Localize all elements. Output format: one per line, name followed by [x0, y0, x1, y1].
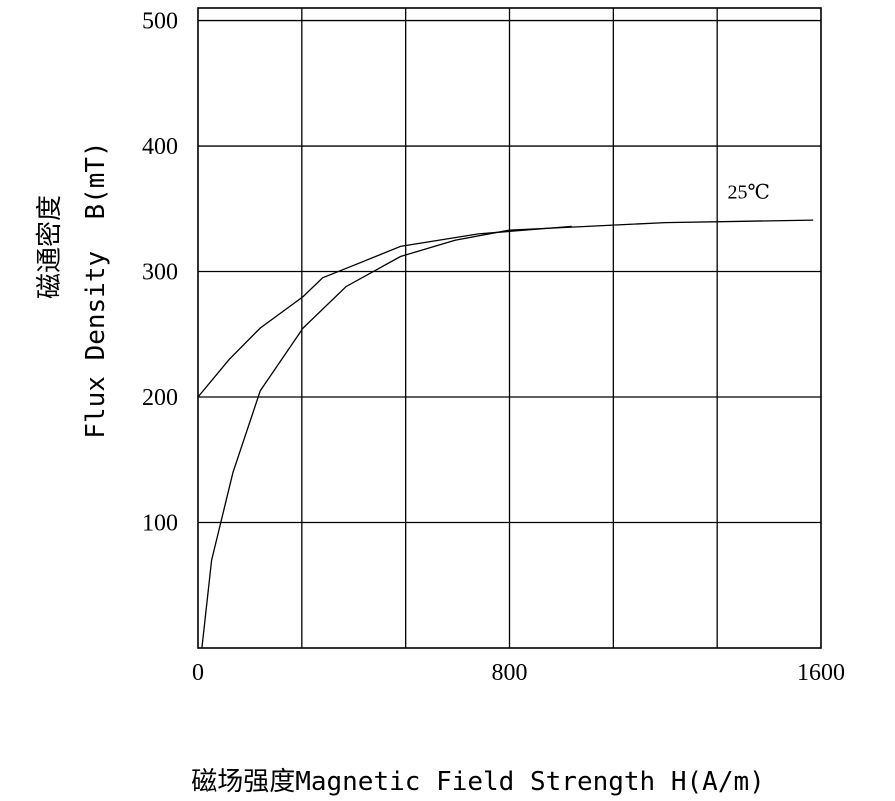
y-tick-label-300: 300 — [142, 260, 178, 286]
x-tick-labels: 0 800 1600 — [192, 660, 845, 686]
y-tick-labels: 100 200 300 400 500 — [142, 9, 178, 537]
y-tick-label-100: 100 — [142, 511, 178, 537]
series-lines — [197, 219, 814, 649]
grid-lines — [198, 8, 821, 648]
x-tick-label-1600: 1600 — [797, 660, 845, 686]
y-axis-title-group: Flux Density B(mT) — [81, 141, 111, 438]
plot-frame — [197, 7, 822, 649]
x-tick-label-800: 800 — [492, 660, 528, 686]
series-line-2 — [197, 225, 572, 398]
x-tick-label-0: 0 — [192, 660, 204, 686]
y-tick-label-200: 200 — [142, 385, 178, 411]
temperature-annotation: 25℃ — [728, 182, 770, 204]
y-tick-label-400: 400 — [142, 134, 178, 160]
y-axis-title-cn: 磁通密度 — [35, 195, 65, 299]
y-tick-label-500: 500 — [142, 9, 178, 35]
y-axis-title-cn-group: 磁通密度 — [35, 195, 65, 299]
series-line-1 — [201, 219, 814, 649]
y-axis-title: Flux Density B(mT) — [81, 141, 111, 438]
x-axis-title: 磁场强度Magnetic Field Strength H(A/m) — [191, 767, 765, 797]
